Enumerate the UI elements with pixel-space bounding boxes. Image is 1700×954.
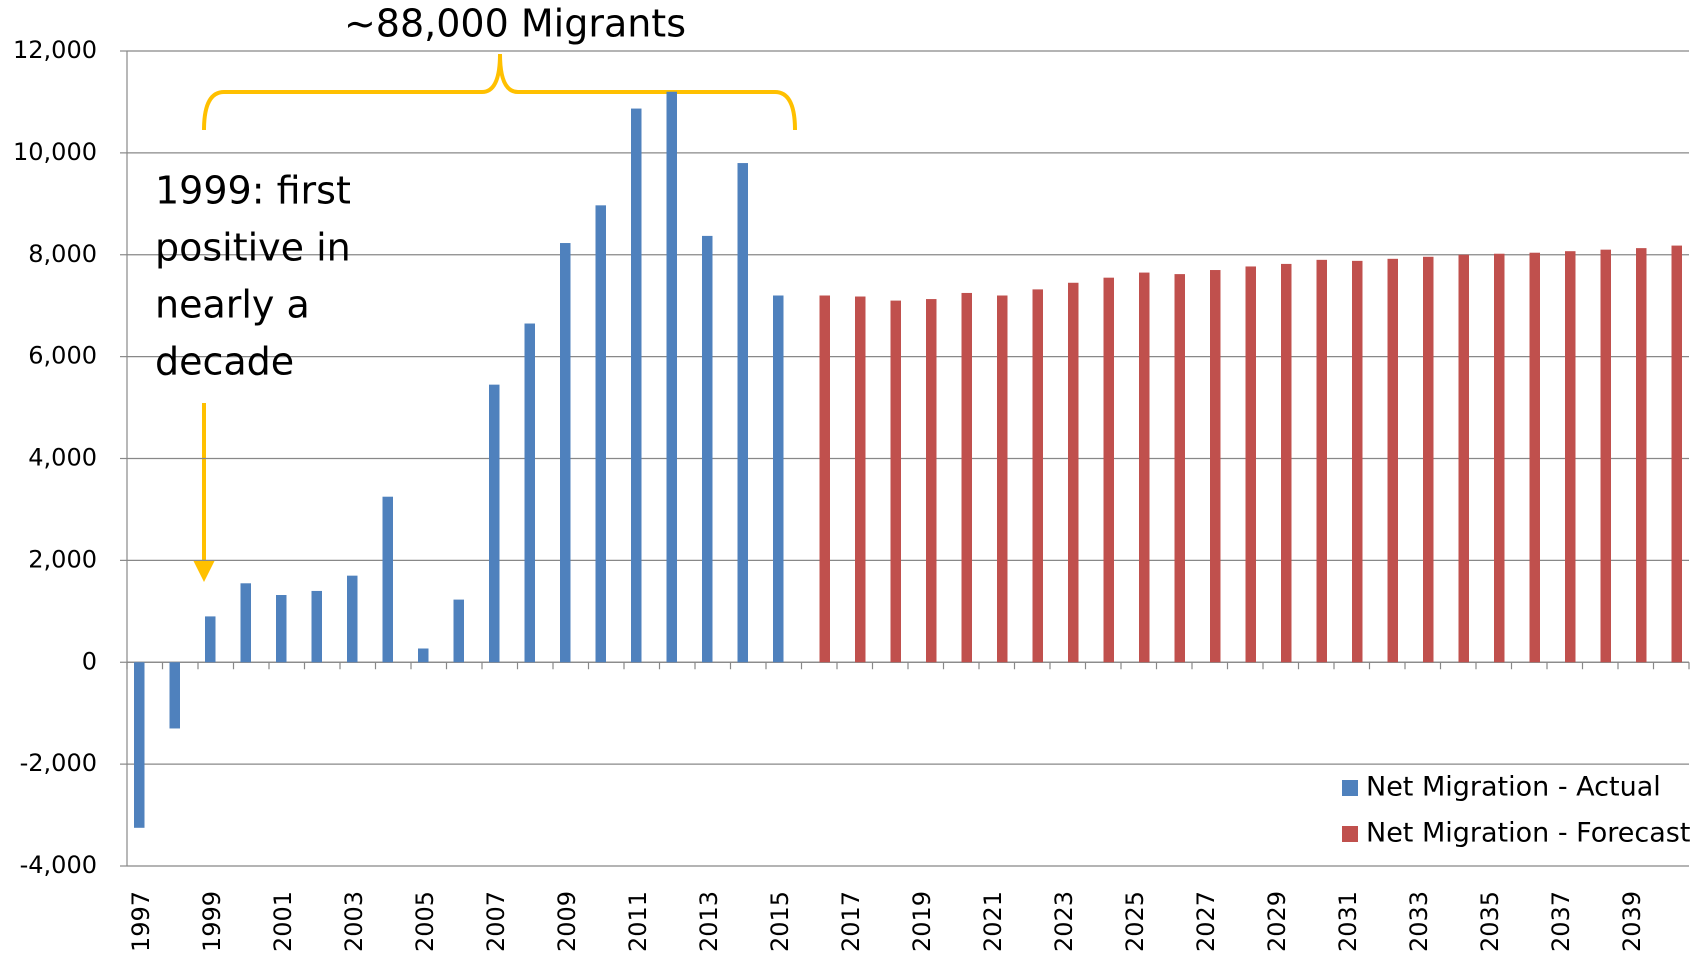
x-tick-label: 2015 xyxy=(766,891,794,952)
bar xyxy=(961,292,972,663)
bar xyxy=(666,91,677,663)
y-tick-label: 0 xyxy=(82,647,97,675)
bar xyxy=(890,300,901,663)
annotation: nearly a xyxy=(155,283,310,327)
annotation: 1999: first xyxy=(155,169,351,213)
bar xyxy=(855,296,866,663)
bar xyxy=(1032,289,1043,663)
bar xyxy=(418,648,429,663)
x-tick-label: 2017 xyxy=(837,891,865,952)
bar xyxy=(453,599,464,663)
bar xyxy=(1458,254,1469,663)
x-tick-label: 2035 xyxy=(1476,891,1504,952)
x-tick-label: 2027 xyxy=(1192,891,1220,952)
x-tick-label: 2001 xyxy=(269,891,297,952)
bar xyxy=(997,295,1008,663)
bar xyxy=(1387,258,1398,663)
x-tick-label: 2025 xyxy=(1121,891,1149,952)
bar xyxy=(1529,252,1540,663)
x-tick-label: 2029 xyxy=(1263,891,1291,952)
bar xyxy=(1494,253,1505,663)
y-tick-label: 2,000 xyxy=(28,545,97,573)
bar xyxy=(1103,277,1114,663)
annotation: positive in xyxy=(155,226,351,270)
bar xyxy=(205,616,216,663)
bar xyxy=(1245,266,1256,663)
bar xyxy=(1565,251,1576,663)
bar xyxy=(524,323,535,663)
bar xyxy=(1352,260,1363,663)
x-tick-label: 2037 xyxy=(1547,891,1575,952)
x-tick-label: 2005 xyxy=(411,891,439,952)
y-tick-label: 8,000 xyxy=(28,240,97,268)
legend-label: Net Migration - Actual xyxy=(1366,772,1661,803)
x-tick-label: 2033 xyxy=(1405,891,1433,952)
bar xyxy=(1423,256,1434,663)
annotation: decade xyxy=(155,340,294,384)
x-tick-label: 2023 xyxy=(1050,891,1078,952)
bar xyxy=(773,295,784,663)
bar xyxy=(819,295,830,663)
x-tick-label: 2021 xyxy=(979,891,1007,952)
x-tick-label: 2007 xyxy=(482,891,510,952)
bar xyxy=(1671,245,1682,663)
bar xyxy=(1600,249,1611,663)
bar xyxy=(702,235,713,663)
y-tick-label: 12,000 xyxy=(13,36,97,64)
bar xyxy=(489,384,500,663)
bar xyxy=(134,662,145,828)
bar xyxy=(595,205,606,663)
bar xyxy=(1636,248,1647,663)
y-tick-label: 4,000 xyxy=(28,444,97,472)
x-tick-label: 2013 xyxy=(695,891,723,952)
bar xyxy=(1210,270,1221,663)
bar xyxy=(560,243,571,663)
y-tick-label: 6,000 xyxy=(28,342,97,370)
x-tick-label: 1997 xyxy=(127,891,155,952)
bar xyxy=(1174,274,1185,663)
brace xyxy=(202,53,797,131)
x-tick-label: 2003 xyxy=(340,891,368,952)
bar xyxy=(240,583,251,663)
bar xyxy=(737,163,748,663)
bar xyxy=(311,590,322,663)
y-tick-label: -2,000 xyxy=(20,749,97,777)
bar xyxy=(169,662,180,729)
bar xyxy=(631,108,642,663)
x-tick-label: 2009 xyxy=(553,891,581,952)
bar xyxy=(1316,259,1327,663)
bar xyxy=(1068,282,1079,663)
bar xyxy=(347,575,358,663)
bar xyxy=(1281,263,1292,663)
y-tick-label: 10,000 xyxy=(13,138,97,166)
x-tick-label: 2019 xyxy=(908,891,936,952)
bar xyxy=(382,496,393,663)
arrow-head xyxy=(193,560,215,582)
legend-label: Net Migration - Forecast xyxy=(1366,818,1690,849)
x-tick-label: 2011 xyxy=(624,891,652,952)
legend-swatch xyxy=(1342,780,1358,796)
annotation: ~88,000 Migrants xyxy=(344,2,686,46)
x-tick-label: 2039 xyxy=(1618,891,1646,952)
legend-swatch xyxy=(1342,826,1358,842)
x-tick-label: 2031 xyxy=(1334,891,1362,952)
bar xyxy=(1139,272,1150,663)
bar xyxy=(926,299,937,663)
x-tick-label: 1999 xyxy=(198,891,226,952)
y-tick-label: -4,000 xyxy=(20,851,97,879)
bar xyxy=(276,595,287,663)
